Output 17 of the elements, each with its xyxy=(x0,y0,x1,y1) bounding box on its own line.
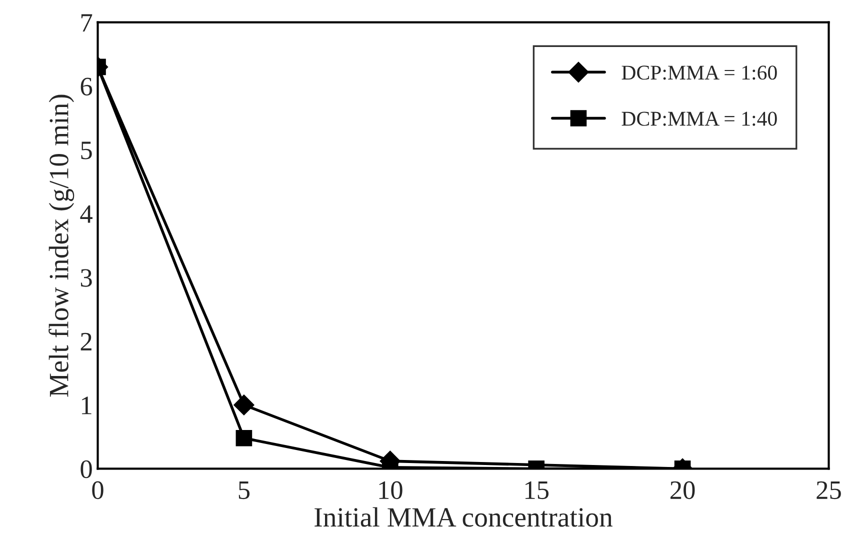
x-tick-label: 10 xyxy=(379,481,402,500)
x-axis-title: Initial MMA concentration xyxy=(314,507,612,527)
y-tick-label: 3 xyxy=(80,269,92,287)
x-tick-label: 15 xyxy=(525,481,549,500)
legend-label: DCP:MMA = 1:40 xyxy=(622,112,777,126)
x-tick-label: 5 xyxy=(238,482,250,500)
y-tick-label: 2 xyxy=(80,332,92,350)
y-tick-label: 6 xyxy=(80,78,92,96)
x-tick-label: 20 xyxy=(670,481,695,500)
y-tick-label: 0 xyxy=(80,460,92,478)
y-tick-label: 4 xyxy=(80,205,92,223)
y-axis-title: Melt flow index (g/10 min) xyxy=(48,94,74,397)
y-tick-label: 5 xyxy=(81,142,92,160)
x-tick-label: 25 xyxy=(816,481,841,500)
y-tick-label: 7 xyxy=(81,14,92,32)
y-tick-label: 1 xyxy=(82,396,92,414)
legend-label: DCP:MMA = 1:60 xyxy=(622,66,777,80)
